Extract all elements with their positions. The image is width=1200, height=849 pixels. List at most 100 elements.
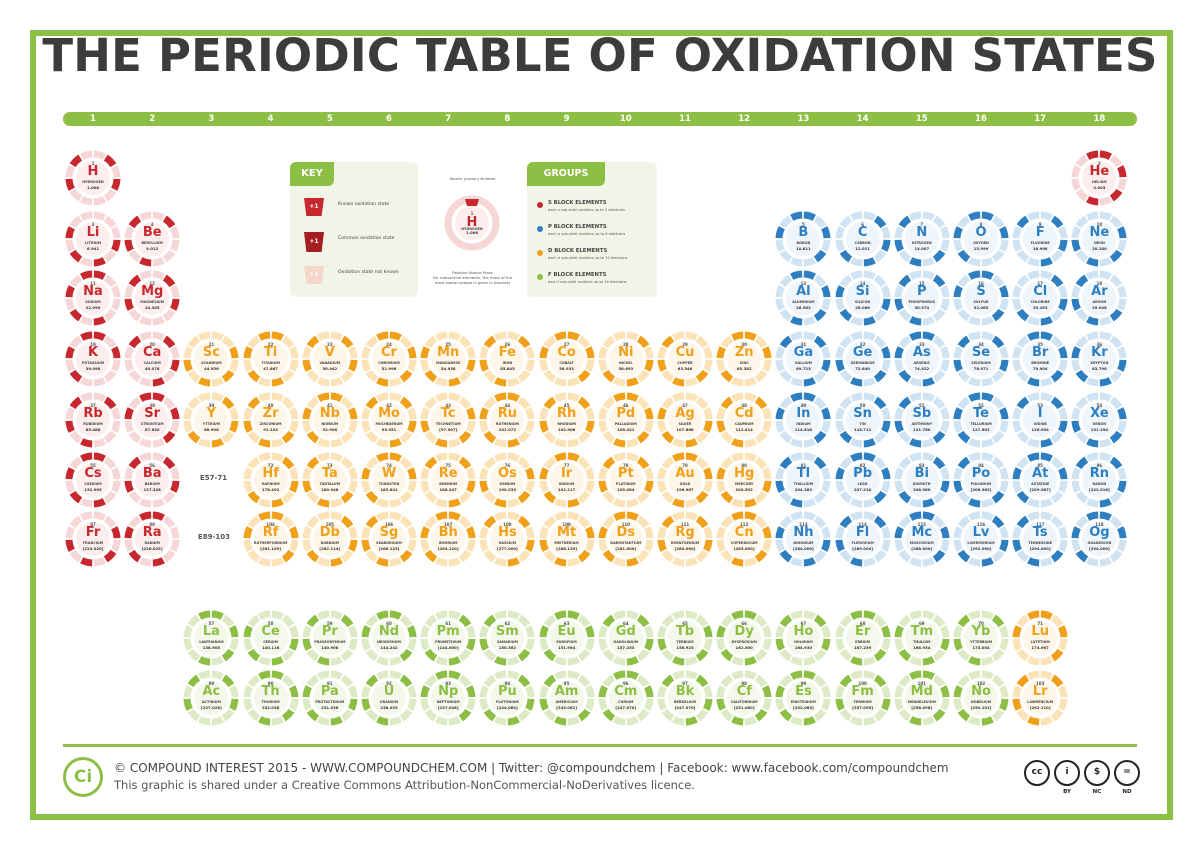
- group-number-18: 18: [1093, 114, 1106, 124]
- oxidation-ring: [598, 670, 654, 726]
- atomic-number: 56: [149, 463, 155, 468]
- element-symbol: Mt: [557, 526, 577, 540]
- element-lr: 103 Lr LAWRENCIUM [262.110]: [1011, 669, 1069, 727]
- atomic-number: 80: [741, 463, 747, 468]
- atomic-number: 34: [978, 342, 984, 347]
- oxidation-ring: [243, 511, 299, 567]
- oxidation-ring: [479, 331, 535, 387]
- element-symbol: O: [975, 226, 987, 240]
- oxidation-ring: [953, 270, 1009, 326]
- atomic-number: 29: [682, 342, 688, 347]
- d-block-dot: [537, 250, 543, 256]
- element-hg: 80 Hg MERCURY 200.592: [715, 451, 773, 509]
- atomic-mass: 101.072: [498, 426, 517, 432]
- oxidation-ring: [124, 452, 180, 508]
- element-symbol: Te: [973, 407, 989, 421]
- atomic-number: 67: [800, 621, 807, 626]
- atomic-number: 114: [858, 522, 867, 527]
- element-name: AMERICIUM: [555, 700, 578, 704]
- element-name: RUTHENIUM: [495, 422, 519, 426]
- atomic-mass: 14.007: [914, 245, 930, 251]
- atomic-number: 69: [919, 621, 925, 626]
- oxidation-ring: [775, 670, 831, 726]
- element-name: FLUORINE: [1030, 241, 1050, 245]
- atomic-number: 106: [384, 522, 394, 527]
- atomic-number: 44: [504, 403, 511, 408]
- sample-top-label: Atomic (proton) Number: [449, 176, 496, 181]
- element-ce: 58 Ce CERIUM 140.116: [242, 609, 300, 667]
- element-symbol: Sn: [853, 407, 872, 421]
- element-symbol: S: [976, 285, 986, 299]
- group-label-f: F BLOCK ELEMENTS: [548, 272, 607, 278]
- atomic-mass: 72.640: [855, 365, 870, 371]
- atomic-number: 12: [149, 281, 155, 286]
- element-symbol: At: [1032, 467, 1049, 481]
- nc-icon: $: [1084, 760, 1110, 786]
- element-symbol: Ru: [497, 407, 518, 421]
- element-name: COPERNICIUM: [730, 541, 758, 545]
- atomic-mass: 167.259: [853, 644, 872, 650]
- oxidation-ring: [302, 452, 358, 508]
- oxidation-ring: [124, 270, 180, 326]
- atomic-number: 18: [1096, 281, 1103, 286]
- oxidation-ring: [716, 670, 772, 726]
- oxidation-ring: [65, 452, 121, 508]
- element-symbol: Mo: [378, 407, 400, 421]
- element-w: 74 W TUNGSTEN 183.841: [360, 451, 418, 509]
- element-name: THORIUM: [261, 700, 280, 704]
- oxidation-ring: [775, 211, 831, 267]
- oxidation-ring: [65, 511, 121, 567]
- element-symbol: Ca: [143, 346, 162, 360]
- element-name: RADIUM: [144, 541, 160, 545]
- oxidation-ring: [716, 331, 772, 387]
- element-ts: 117 Ts TENNESSINE [294.000]: [1011, 510, 1069, 568]
- atomic-mass: 18.998: [1032, 245, 1048, 251]
- element-name: HASSIUM: [498, 541, 517, 545]
- element-symbol: Be: [142, 226, 162, 240]
- element-name: LANTHANUM: [199, 640, 224, 644]
- atomic-mass: 54.938: [440, 365, 456, 371]
- atomic-number: 107: [444, 522, 453, 527]
- element-name: TIN: [859, 422, 866, 426]
- atomic-number: 2: [1097, 161, 1101, 166]
- element-er: 68 Er ERBIUM 167.259: [834, 609, 892, 667]
- oxidation-ring: [302, 331, 358, 387]
- element-name: ASTATINE: [1031, 482, 1050, 486]
- element-na: 11 Na SODIUM 22.990: [64, 269, 122, 327]
- atomic-number: 75: [445, 463, 451, 468]
- element-name: IRON: [502, 361, 513, 365]
- element-symbol: Sc: [202, 346, 220, 360]
- oxidation-ring: [1071, 392, 1127, 448]
- group-number-17: 17: [1034, 114, 1047, 124]
- element-b: 5 B BORON 10.811: [774, 210, 832, 268]
- atomic-number: 37: [90, 403, 96, 408]
- oxidation-ring: [479, 392, 535, 448]
- atomic-mass: 44.956: [204, 365, 219, 371]
- element-at: 85 At ASTATINE [209.987]: [1011, 451, 1069, 509]
- element-symbol: Fr: [85, 526, 101, 540]
- element-symbol: Mc: [911, 526, 933, 540]
- element-re: 75 Re RHENIUM 186.207: [419, 451, 477, 509]
- element-name: IRIDIUM: [558, 482, 575, 486]
- element-symbol: Tl: [796, 467, 811, 481]
- atomic-number: 105: [325, 522, 334, 527]
- element-v: 23 V VANADIUM 50.942: [301, 330, 359, 388]
- element-name: CADMIUM: [734, 422, 754, 426]
- oxidation-ring: [598, 392, 654, 448]
- key-badge-known: +1: [304, 198, 324, 216]
- element-ra: 88 Ra RADIUM [226.025]: [123, 510, 181, 568]
- oxidation-ring: [302, 511, 358, 567]
- oxidation-ring: [124, 511, 180, 567]
- atomic-mass: 88.906: [204, 426, 219, 432]
- atomic-mass: [285.000]: [733, 545, 755, 551]
- oxidation-ring: [302, 392, 358, 448]
- atomic-number: 79: [682, 463, 688, 468]
- element-nb: 41 Nb NIOBIUM 92.906: [301, 391, 359, 449]
- group-number-12: 12: [738, 114, 751, 124]
- atomic-mass: 138.905: [202, 644, 221, 650]
- atomic-number: 53: [1037, 403, 1043, 408]
- cc-license-icons: cc i BY $ NC = ND: [1024, 760, 1140, 796]
- cc-icon: cc: [1024, 760, 1050, 786]
- atomic-number: 43: [445, 403, 451, 408]
- atomic-mass: 9.012: [146, 245, 159, 251]
